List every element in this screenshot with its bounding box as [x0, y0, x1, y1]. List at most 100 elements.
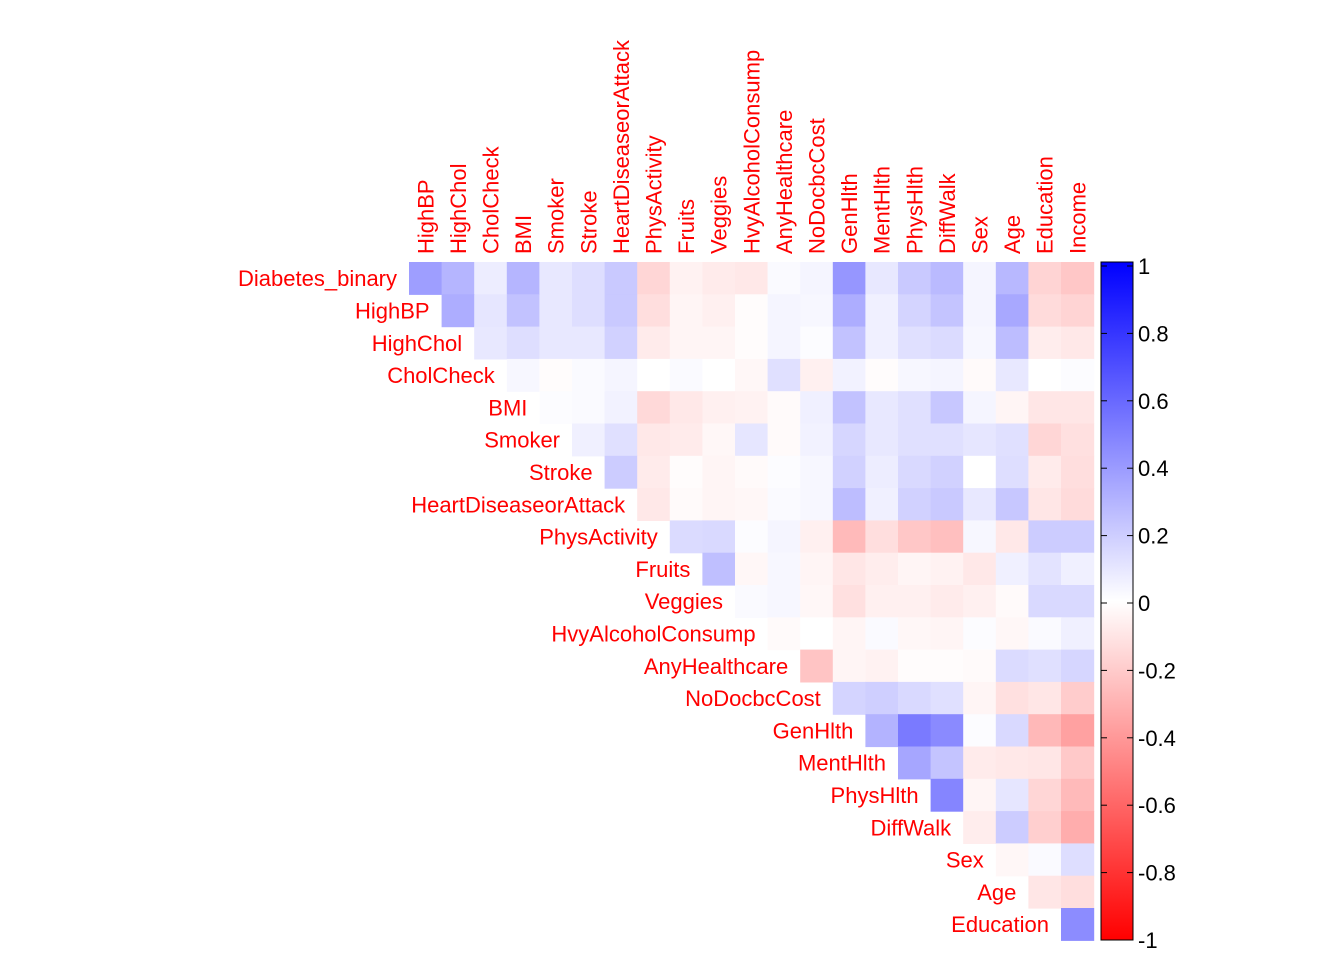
- cell-veggies-genhlth: Veggies / GenHlth: -0.12: [832, 585, 866, 618]
- cell-nodocbccost-education: NoDocbcCost / Education: -0.1: [1028, 681, 1062, 715]
- cell-genhlth-diffwalk: GenHlth / DiffWalk: 0.46: [930, 714, 964, 748]
- cell-bmi-diffwalk: BMI / DiffWalk: 0.22: [930, 391, 964, 425]
- cell-menthlth-income: MentHlth / Income: -0.21: [1061, 746, 1095, 780]
- cell-fruits-physhlth: Fruits / PhysHlth: -0.04: [898, 552, 932, 586]
- cell-bmi-smoker: BMI / Smoker: 0.01: [539, 391, 573, 425]
- cell-genhlth-age: GenHlth / Age: 0.15: [995, 714, 1029, 748]
- cell-diabetes-binary-smoker: Diabetes_binary / Smoker: 0.09: [539, 262, 573, 295]
- cell-stroke-physactivity: Stroke / PhysActivity: -0.08: [637, 455, 671, 489]
- cell-cholcheck-anyhealthcare: CholCheck / AnyHealthcare: 0.12: [767, 358, 801, 392]
- cell-diabetes-binary-physhlth: Diabetes_binary / PhysHlth: 0.21: [898, 262, 932, 295]
- cell-highchol-veggies: HighChol / Veggies: -0.04: [702, 326, 736, 360]
- cell-bmi-fruits: BMI / Fruits: -0.09: [669, 391, 703, 425]
- cell-hvyalcoholconsump-menthlth: HvyAlcoholConsump / MentHlth: 0.02: [865, 617, 899, 651]
- cell-menthlth-education: MentHlth / Education: -0.1: [1028, 746, 1062, 780]
- cell-nodocbccost-sex: NoDocbcCost / Sex: -0.04: [963, 681, 997, 715]
- cell-physactivity-age: PhysActivity / Age: -0.09: [995, 520, 1029, 554]
- cell-physhlth-sex: PhysHlth / Sex: -0.04: [963, 778, 997, 812]
- cell-diabetes-binary-nodocbccost: Diabetes_binary / NoDocbcCost: 0.04: [800, 262, 834, 295]
- cell-fruits-anyhealthcare: Fruits / AnyHealthcare: 0.03: [767, 552, 801, 586]
- cell-menthlth-diffwalk: MentHlth / DiffWalk: 0.23: [930, 746, 964, 780]
- cell-veggies-sex: Veggies / Sex: -0.06: [963, 585, 997, 618]
- cell-physhlth-education: PhysHlth / Education: -0.16: [1028, 778, 1062, 812]
- cell-smoker-age: Smoker / Age: 0.12: [995, 423, 1029, 457]
- row-label-education: Education: [951, 912, 1049, 937]
- cell-cholcheck-hvyalcoholconsump: CholCheck / HvyAlcoholConsump: -0.03: [735, 358, 769, 392]
- colorbar-tick-label: -0.8: [1138, 861, 1176, 886]
- cell-genhlth-education: GenHlth / Education: -0.28: [1028, 714, 1062, 748]
- cell-cholcheck-bmi: CholCheck / BMI: 0.03: [506, 358, 540, 392]
- row-label-genhlth: GenHlth: [773, 718, 854, 743]
- cell-stroke-diffwalk: Stroke / DiffWalk: 0.18: [930, 455, 964, 489]
- column-label-bmi: BMI: [511, 215, 536, 254]
- cell-physhlth-diffwalk: PhysHlth / DiffWalk: 0.48: [930, 778, 964, 812]
- cell-highbp-physactivity: HighBP / PhysActivity: -0.13: [637, 294, 671, 328]
- cell-diabetes-binary-education: Diabetes_binary / Education: -0.17: [1028, 262, 1062, 295]
- colorbar-tick-label: -0.2: [1138, 658, 1176, 683]
- cell-physactivity-sex: PhysActivity / Sex: 0.03: [963, 520, 997, 554]
- cell-physactivity-anyhealthcare: PhysActivity / AnyHealthcare: 0.04: [767, 520, 801, 554]
- row-label-nodocbccost: NoDocbcCost: [685, 686, 821, 711]
- cell-hvyalcoholconsump-age: HvyAlcoholConsump / Age: -0.03: [995, 617, 1029, 651]
- cell-heartdiseaseorattack-age: HeartDiseaseorAttack / Age: 0.22: [995, 488, 1029, 521]
- cell-stroke-anyhealthcare: Stroke / AnyHealthcare: 0.01: [767, 455, 801, 489]
- cell-heartdiseaseorattack-physactivity: HeartDiseaseorAttack / PhysActivity: -0.…: [637, 488, 671, 521]
- cell-veggies-age: Veggies / Age: -0.02: [995, 585, 1029, 618]
- cell-physhlth-age: PhysHlth / Age: 0.1: [995, 778, 1029, 812]
- cell-highchol-menthlth: HighChol / MentHlth: 0.06: [865, 326, 899, 360]
- colorbar-tick-label: -0.4: [1138, 726, 1176, 751]
- cell-stroke-sex: Stroke / Sex: 0: [963, 455, 997, 489]
- cell-cholcheck-smoker: CholCheck / Smoker: -0.01: [539, 358, 573, 392]
- cell-highchol-cholcheck: HighChol / CholCheck: 0.09: [474, 326, 508, 360]
- cell-highbp-sex: HighBP / Sex: 0.04: [963, 294, 997, 328]
- cell-physactivity-fruits: PhysActivity / Fruits: 0.14: [669, 520, 703, 554]
- cell-cholcheck-stroke: CholCheck / Stroke: 0.02: [572, 358, 606, 392]
- cell-veggies-physhlth: Veggies / PhysHlth: -0.06: [898, 585, 932, 618]
- cell-stroke-menthlth: Stroke / MentHlth: 0.07: [865, 455, 899, 489]
- cell-cholcheck-nodocbccost: CholCheck / NoDocbcCost: -0.06: [800, 358, 834, 392]
- cell-cholcheck-fruits: CholCheck / Fruits: 0.02: [669, 358, 703, 392]
- column-label-fruits: Fruits: [674, 199, 699, 254]
- cell-bmi-menthlth: BMI / MentHlth: 0.09: [865, 391, 899, 425]
- cell-menthlth-physhlth: MentHlth / PhysHlth: 0.35: [898, 746, 932, 780]
- row-label-veggies: Veggies: [645, 589, 723, 614]
- row-label-stroke: Stroke: [529, 460, 593, 485]
- cell-fruits-nodocbccost: Fruits / NoDocbcCost: -0.04: [800, 552, 834, 586]
- cell-diabetes-binary-hvyalcoholconsump: Diabetes_binary / HvyAlcoholConsump: -0.…: [735, 262, 769, 295]
- cell-fruits-hvyalcoholconsump: Fruits / HvyAlcoholConsump: -0.03: [735, 552, 769, 586]
- cell-highchol-physactivity: HighChol / PhysActivity: -0.08: [637, 326, 671, 360]
- cell-nodocbccost-age: NoDocbcCost / Age: -0.12: [995, 681, 1029, 715]
- cell-anyhealthcare-sex: AnyHealthcare / Sex: -0.02: [963, 649, 997, 683]
- cell-hvyalcoholconsump-anyhealthcare: HvyAlcoholConsump / AnyHealthcare: -0.02: [767, 617, 801, 651]
- cell-cholcheck-heartdiseaseorattack: CholCheck / HeartDiseaseorAttack: 0.04: [604, 358, 638, 392]
- cell-diffwalk-education: DiffWalk / Education: -0.19: [1028, 811, 1062, 844]
- cell-veggies-income: Veggies / Income: 0.15: [1061, 585, 1095, 618]
- cell-diffwalk-income: DiffWalk / Income: -0.32: [1061, 811, 1095, 844]
- cell-fruits-genhlth: Fruits / GenHlth: -0.1: [832, 552, 866, 586]
- row-label-fruits: Fruits: [635, 557, 690, 582]
- cell-physactivity-hvyalcoholconsump: PhysActivity / HvyAlcoholConsump: 0.01: [735, 520, 769, 554]
- cell-cholcheck-diffwalk: CholCheck / DiffWalk: 0.04: [930, 358, 964, 392]
- column-label-physactivity: PhysActivity: [642, 135, 667, 254]
- cell-cholcheck-physhlth: CholCheck / PhysHlth: 0.03: [898, 358, 932, 392]
- colorbar: 1 0.8 0.6 0.4 0.2 0 -0.2 -0.4 -0.6 -0.8 -1: [1100, 254, 1176, 953]
- cell-heartdiseaseorattack-anyhealthcare: HeartDiseaseorAttack / AnyHealthcare: 0.…: [767, 488, 801, 521]
- cell-heartdiseaseorattack-physhlth: HeartDiseaseorAttack / PhysHlth: 0.18: [898, 488, 932, 521]
- cell-genhlth-income: GenHlth / Income: -0.37: [1061, 714, 1095, 748]
- cell-highbp-smoker: HighBP / Smoker: 0.09: [539, 294, 573, 328]
- cell-highchol-anyhealthcare: HighChol / AnyHealthcare: 0.04: [767, 326, 801, 360]
- row-label-menthlth: MentHlth: [798, 751, 886, 776]
- cell-hvyalcoholconsump-sex: HvyAlcoholConsump / Sex: 0.01: [963, 617, 997, 651]
- cell-cholcheck-menthlth: CholCheck / MentHlth: -0.01: [865, 358, 899, 392]
- cell-highchol-genhlth: HighChol / GenHlth: 0.24: [832, 326, 866, 360]
- cell-stroke-hvyalcoholconsump: Stroke / HvyAlcoholConsump: -0.02: [735, 455, 769, 489]
- cell-nodocbccost-diffwalk: NoDocbcCost / DiffWalk: 0.12: [930, 681, 964, 715]
- cell-bmi-physhlth: BMI / PhysHlth: 0.12: [898, 391, 932, 425]
- cell-cholcheck-sex: CholCheck / Sex: -0.02: [963, 358, 997, 392]
- cell-stroke-education: Stroke / Education: -0.08: [1028, 455, 1062, 489]
- cell-diffwalk-age: DiffWalk / Age: 0.2: [995, 811, 1029, 844]
- cell-highbp-heartdiseaseorattack: HighBP / HeartDiseaseorAttack: 0.21: [604, 294, 638, 328]
- column-label-veggies: Veggies: [707, 176, 732, 254]
- cell-stroke-fruits: Stroke / Fruits: -0.01: [669, 455, 703, 489]
- cell-heartdiseaseorattack-menthlth: HeartDiseaseorAttack / MentHlth: 0.06: [865, 488, 899, 521]
